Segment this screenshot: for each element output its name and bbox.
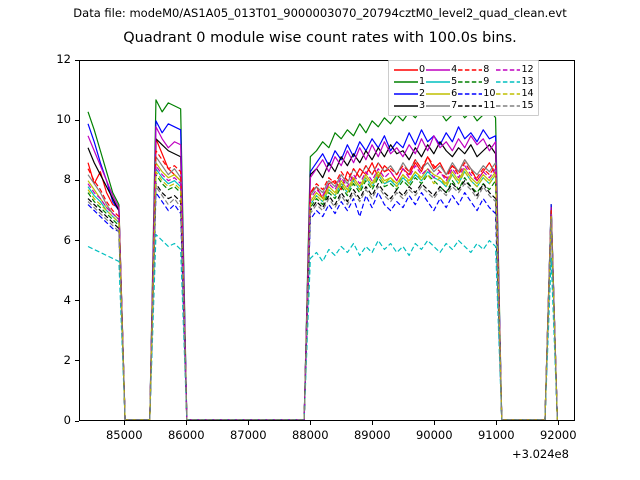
x-tick-label: 86000	[167, 428, 205, 442]
series-line-5	[87, 168, 558, 420]
x-tick-mark	[495, 421, 497, 425]
y-tick-mark	[75, 360, 79, 362]
legend-swatch-8	[457, 64, 483, 76]
legend-row: 1 5 9 13	[393, 76, 534, 88]
series-line-15	[87, 183, 558, 420]
series-line-7	[87, 156, 558, 420]
legend-swatch-15	[495, 100, 521, 112]
y-tick-mark	[75, 420, 79, 422]
series-line-10	[87, 192, 558, 420]
x-tick-mark	[433, 421, 435, 425]
series-line-6	[87, 162, 558, 420]
series-line-1	[87, 99, 558, 420]
legend-swatch-5	[425, 76, 451, 88]
x-tick-mark	[123, 421, 125, 425]
y-tick-mark	[75, 179, 79, 181]
legend-swatch-9	[457, 76, 483, 88]
series-line-3	[87, 138, 558, 420]
y-tick-mark	[75, 119, 79, 121]
legend-swatch-3	[393, 100, 419, 112]
legend-label-2: 2	[419, 88, 426, 99]
x-tick-label: 87000	[229, 428, 267, 442]
legend-swatch-0	[393, 64, 419, 76]
legend-label-4: 4	[451, 64, 458, 75]
legend-label-5: 5	[451, 76, 458, 87]
legend-label-13: 13	[521, 76, 534, 87]
x-tick-label: 89000	[353, 428, 391, 442]
legend-label-14: 14	[521, 88, 534, 99]
x-axis-offset-text: +3.024e8	[512, 447, 569, 461]
legend-swatch-11	[457, 100, 483, 112]
legend-swatch-2	[393, 88, 419, 100]
y-tick-mark	[75, 240, 79, 242]
legend-row: 3 7 11 15	[393, 100, 534, 112]
legend-label-9: 9	[483, 76, 490, 87]
x-tick-mark	[557, 421, 559, 425]
plot-lines-svg	[87, 99, 558, 420]
legend-label-3: 3	[419, 100, 426, 111]
legend-swatch-12	[495, 64, 521, 76]
y-tick-mark	[75, 59, 79, 61]
legend-row: 0 4 8 12	[393, 64, 534, 76]
y-tick-label: 12	[56, 52, 71, 66]
data-file-suptitle: Data file: modeM0/AS1A05_013T01_90000030…	[73, 6, 567, 20]
x-tick-label: 88000	[291, 428, 329, 442]
legend-swatch-6	[425, 88, 451, 100]
y-tick-label: 2	[63, 352, 71, 367]
legend-label-10: 10	[483, 88, 496, 99]
series-line-12	[87, 165, 558, 420]
series-line-2	[87, 120, 558, 420]
y-tick-label: 4	[63, 292, 71, 307]
legend-label-6: 6	[451, 88, 458, 99]
y-tick-label: 0	[63, 413, 71, 427]
x-tick-label: 90000	[415, 428, 453, 442]
y-tick-mark	[75, 300, 79, 302]
legend-label-8: 8	[483, 64, 490, 75]
legend-swatch-13	[495, 76, 521, 88]
x-tick-label: 85000	[105, 428, 143, 442]
x-tick-mark	[185, 421, 187, 425]
x-tick-mark	[309, 421, 311, 425]
legend-swatch-4	[425, 64, 451, 76]
legend-label-12: 12	[521, 64, 534, 75]
legend-swatch-10	[457, 88, 483, 100]
x-tick-label: 92000	[539, 428, 577, 442]
legend-label-0: 0	[419, 64, 426, 75]
y-tick-label: 6	[63, 232, 71, 247]
series-line-4	[87, 126, 558, 420]
y-tick-label: 10	[56, 112, 71, 127]
legend-label-11: 11	[483, 100, 496, 111]
legend-row: 2 6 10 14	[393, 88, 534, 100]
legend-swatch-7	[425, 100, 451, 112]
plot-axes	[79, 60, 575, 421]
x-tick-label: 91000	[477, 428, 515, 442]
x-tick-mark	[247, 421, 249, 425]
series-line-13	[87, 233, 558, 420]
x-tick-mark	[371, 421, 373, 425]
legend-table: 0 4 8 12 1 5 9 13 2 6 10 14 3 7 11 15	[393, 64, 534, 112]
series-line-8	[87, 150, 558, 420]
series-legend[interactable]: 0 4 8 12 1 5 9 13 2 6 10 14 3 7 11 15	[388, 60, 539, 116]
y-tick-label: 8	[63, 172, 71, 187]
legend-swatch-14	[495, 88, 521, 100]
legend-swatch-1	[393, 76, 419, 88]
chart-title: Quadrant 0 module wise count rates with …	[123, 30, 517, 46]
legend-label-15: 15	[521, 100, 534, 111]
series-line-9	[87, 174, 558, 420]
legend-label-1: 1	[419, 76, 426, 87]
series-line-14	[87, 171, 558, 420]
legend-label-7: 7	[451, 100, 458, 111]
